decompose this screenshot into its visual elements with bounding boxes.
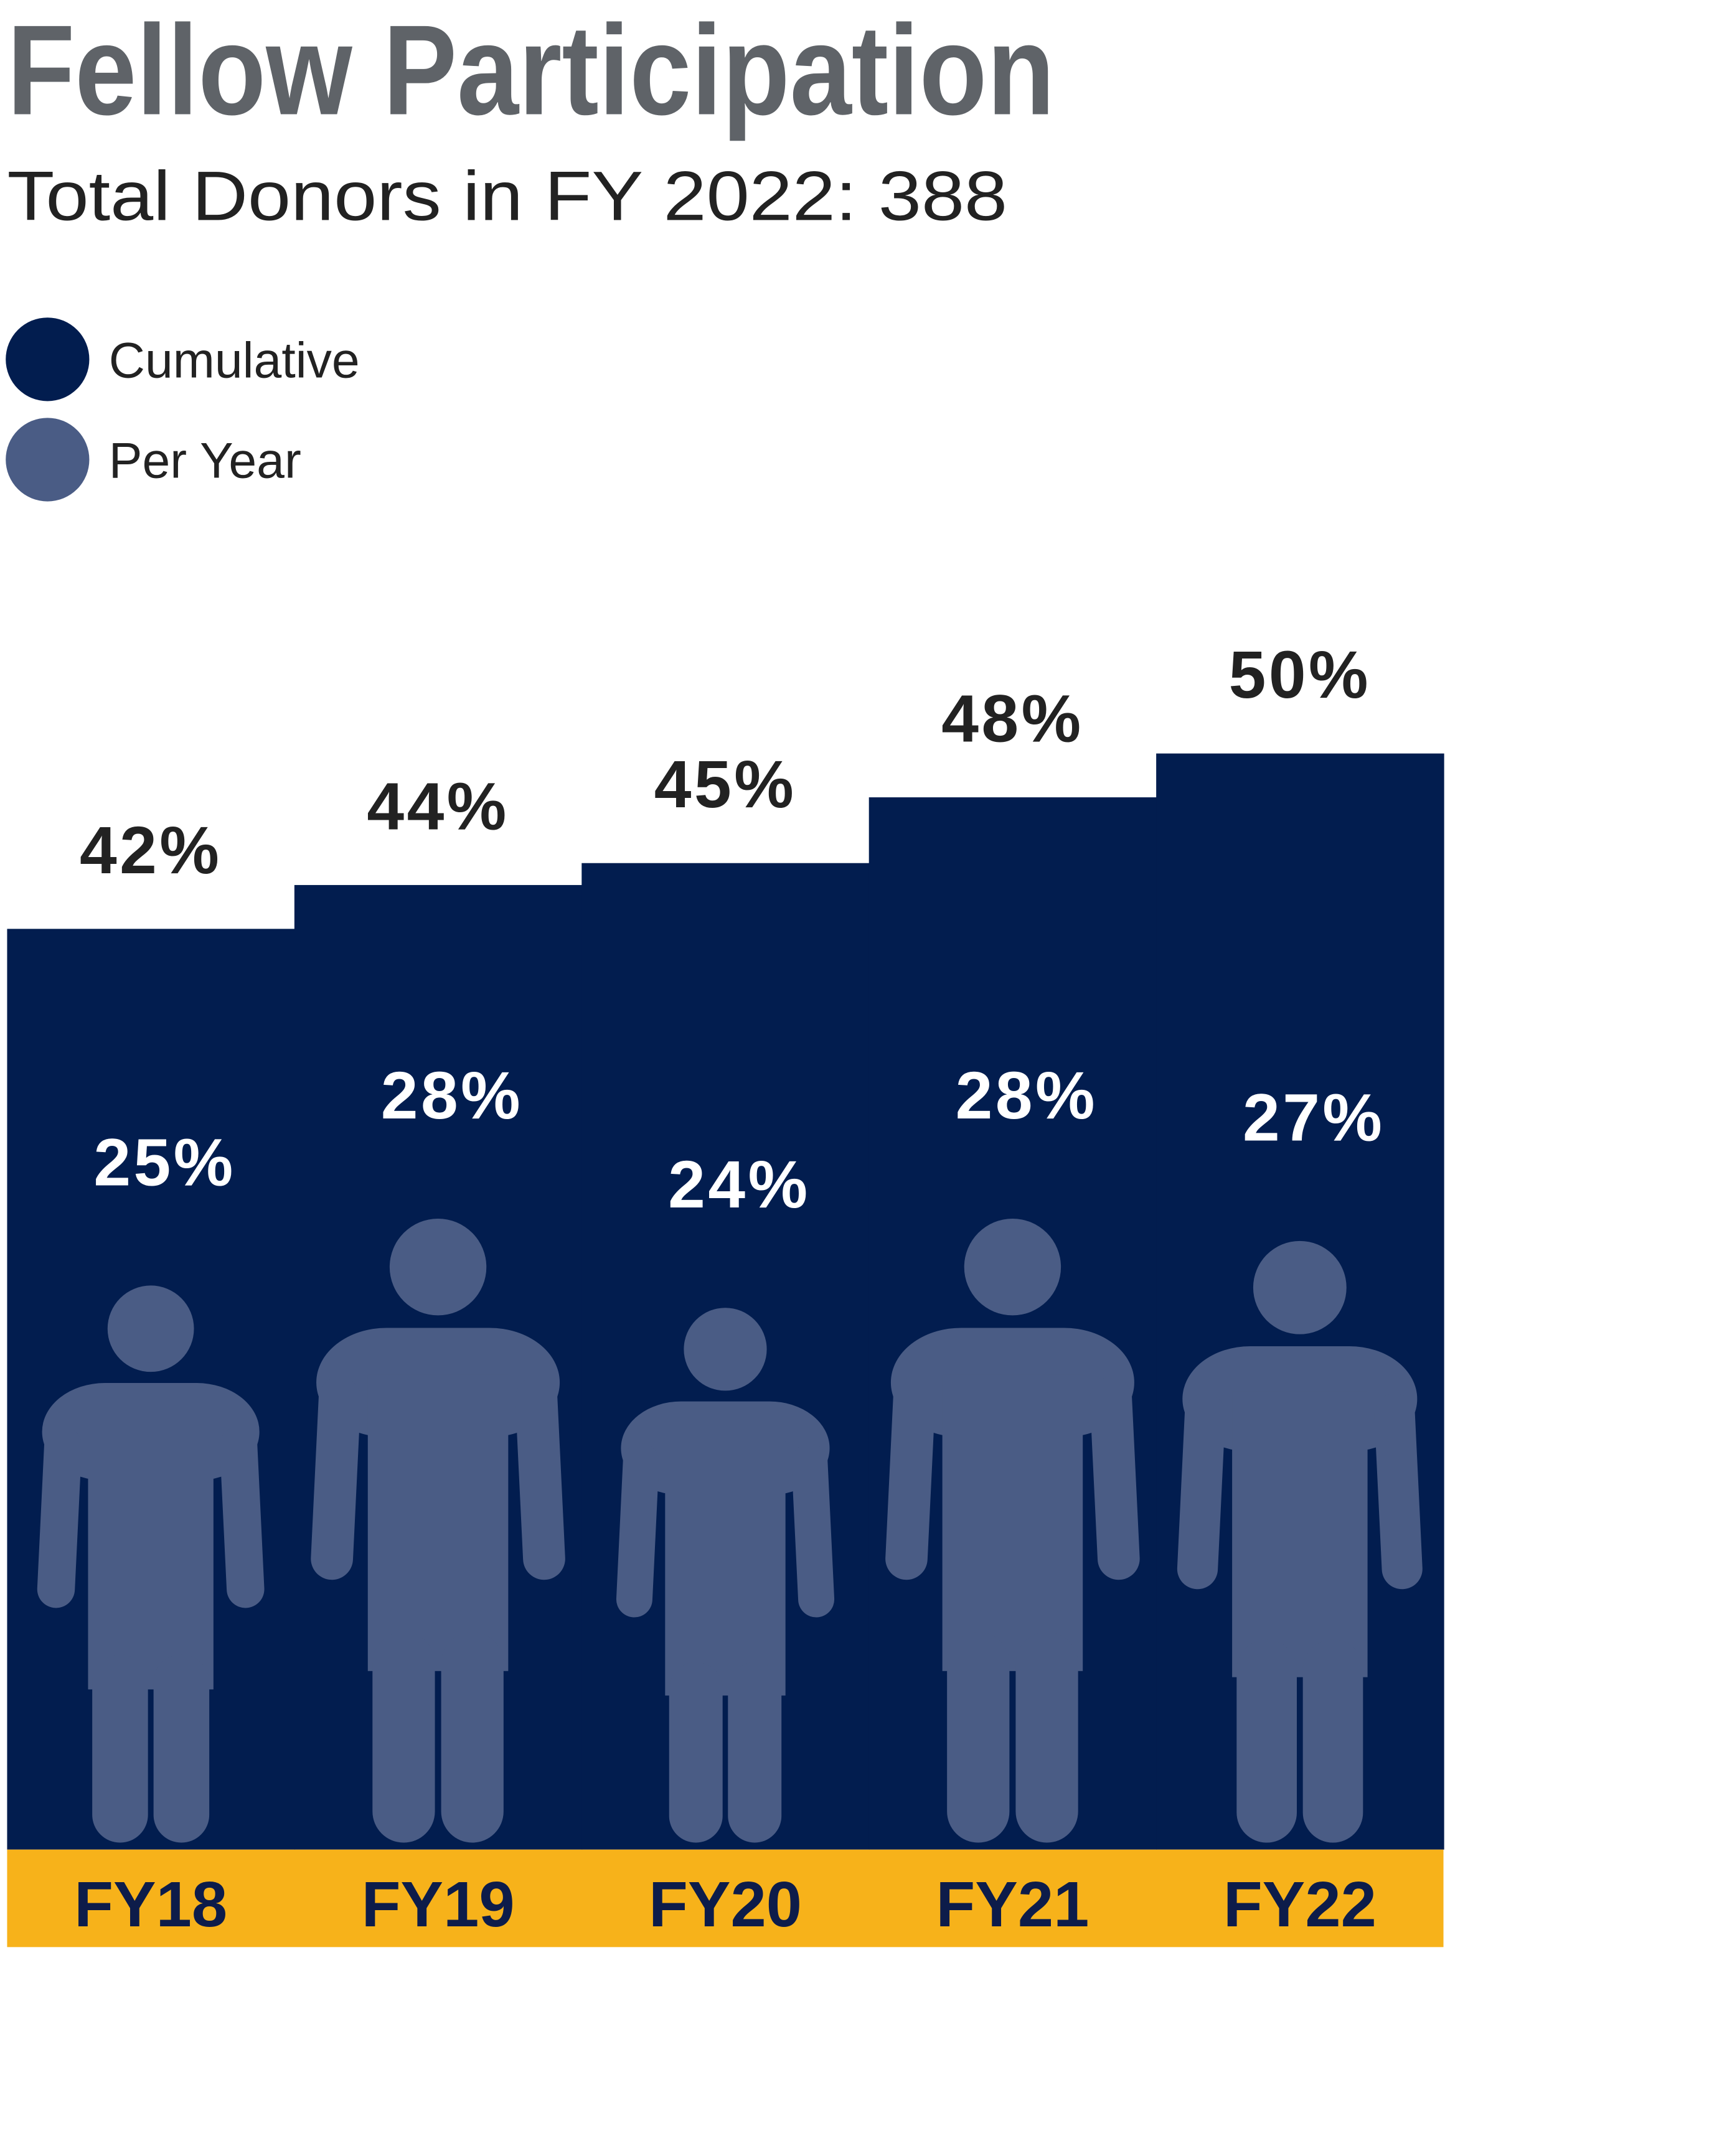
per-year-label: 28% (956, 1058, 1098, 1133)
person-arm (1374, 1394, 1423, 1590)
per-year-label: 24% (668, 1147, 810, 1222)
legend-marker (6, 418, 90, 502)
person-head (964, 1219, 1061, 1316)
chart-title: Fellow Participation (7, 0, 1055, 141)
x-tick-label: FY20 (649, 1868, 802, 1940)
person-arm (515, 1377, 565, 1580)
cumulative-label: 48% (941, 682, 1083, 756)
legend-label: Cumulative (109, 332, 360, 388)
person-arm (885, 1377, 936, 1580)
per-year-label: 28% (381, 1058, 523, 1133)
person-torso (942, 1374, 1083, 1671)
person-torso (665, 1441, 786, 1696)
chart-subtitle: Total Donors in FY 2022: 388 (7, 157, 1007, 235)
per-year-label: 27% (1243, 1080, 1385, 1155)
person-head (684, 1308, 767, 1391)
cumulative-label: 50% (1229, 637, 1371, 712)
person-icon (1177, 1240, 1423, 1843)
legend-marker (6, 317, 90, 401)
person-arm (1090, 1377, 1140, 1580)
person-torso (367, 1374, 509, 1671)
person-head (1253, 1240, 1347, 1334)
category-band (7, 1849, 1444, 1947)
person-head (107, 1285, 194, 1372)
legend-label: Per Year (109, 433, 301, 489)
x-tick-label: FY22 (1223, 1868, 1377, 1940)
person-icon (885, 1219, 1140, 1843)
x-tick-label: FY18 (74, 1868, 227, 1940)
person-arm (616, 1443, 659, 1618)
person-head (389, 1219, 487, 1316)
person-arm (37, 1427, 82, 1608)
person-arm (791, 1443, 835, 1618)
person-arm (311, 1377, 361, 1580)
person-torso (1232, 1391, 1368, 1677)
cumulative-label: 44% (367, 769, 509, 843)
x-tick-label: FY19 (362, 1868, 515, 1940)
cumulative-bar (868, 797, 1157, 1850)
person-icon (616, 1308, 835, 1843)
per-year-label: 25% (93, 1125, 235, 1199)
cumulative-label: 42% (80, 813, 222, 888)
person-arm (219, 1427, 265, 1608)
person-torso (88, 1425, 214, 1690)
person-icon (311, 1219, 565, 1843)
cumulative-label: 45% (654, 747, 796, 822)
x-tick-label: FY21 (936, 1868, 1089, 1940)
person-icon (37, 1285, 265, 1843)
person-arm (1177, 1394, 1226, 1590)
